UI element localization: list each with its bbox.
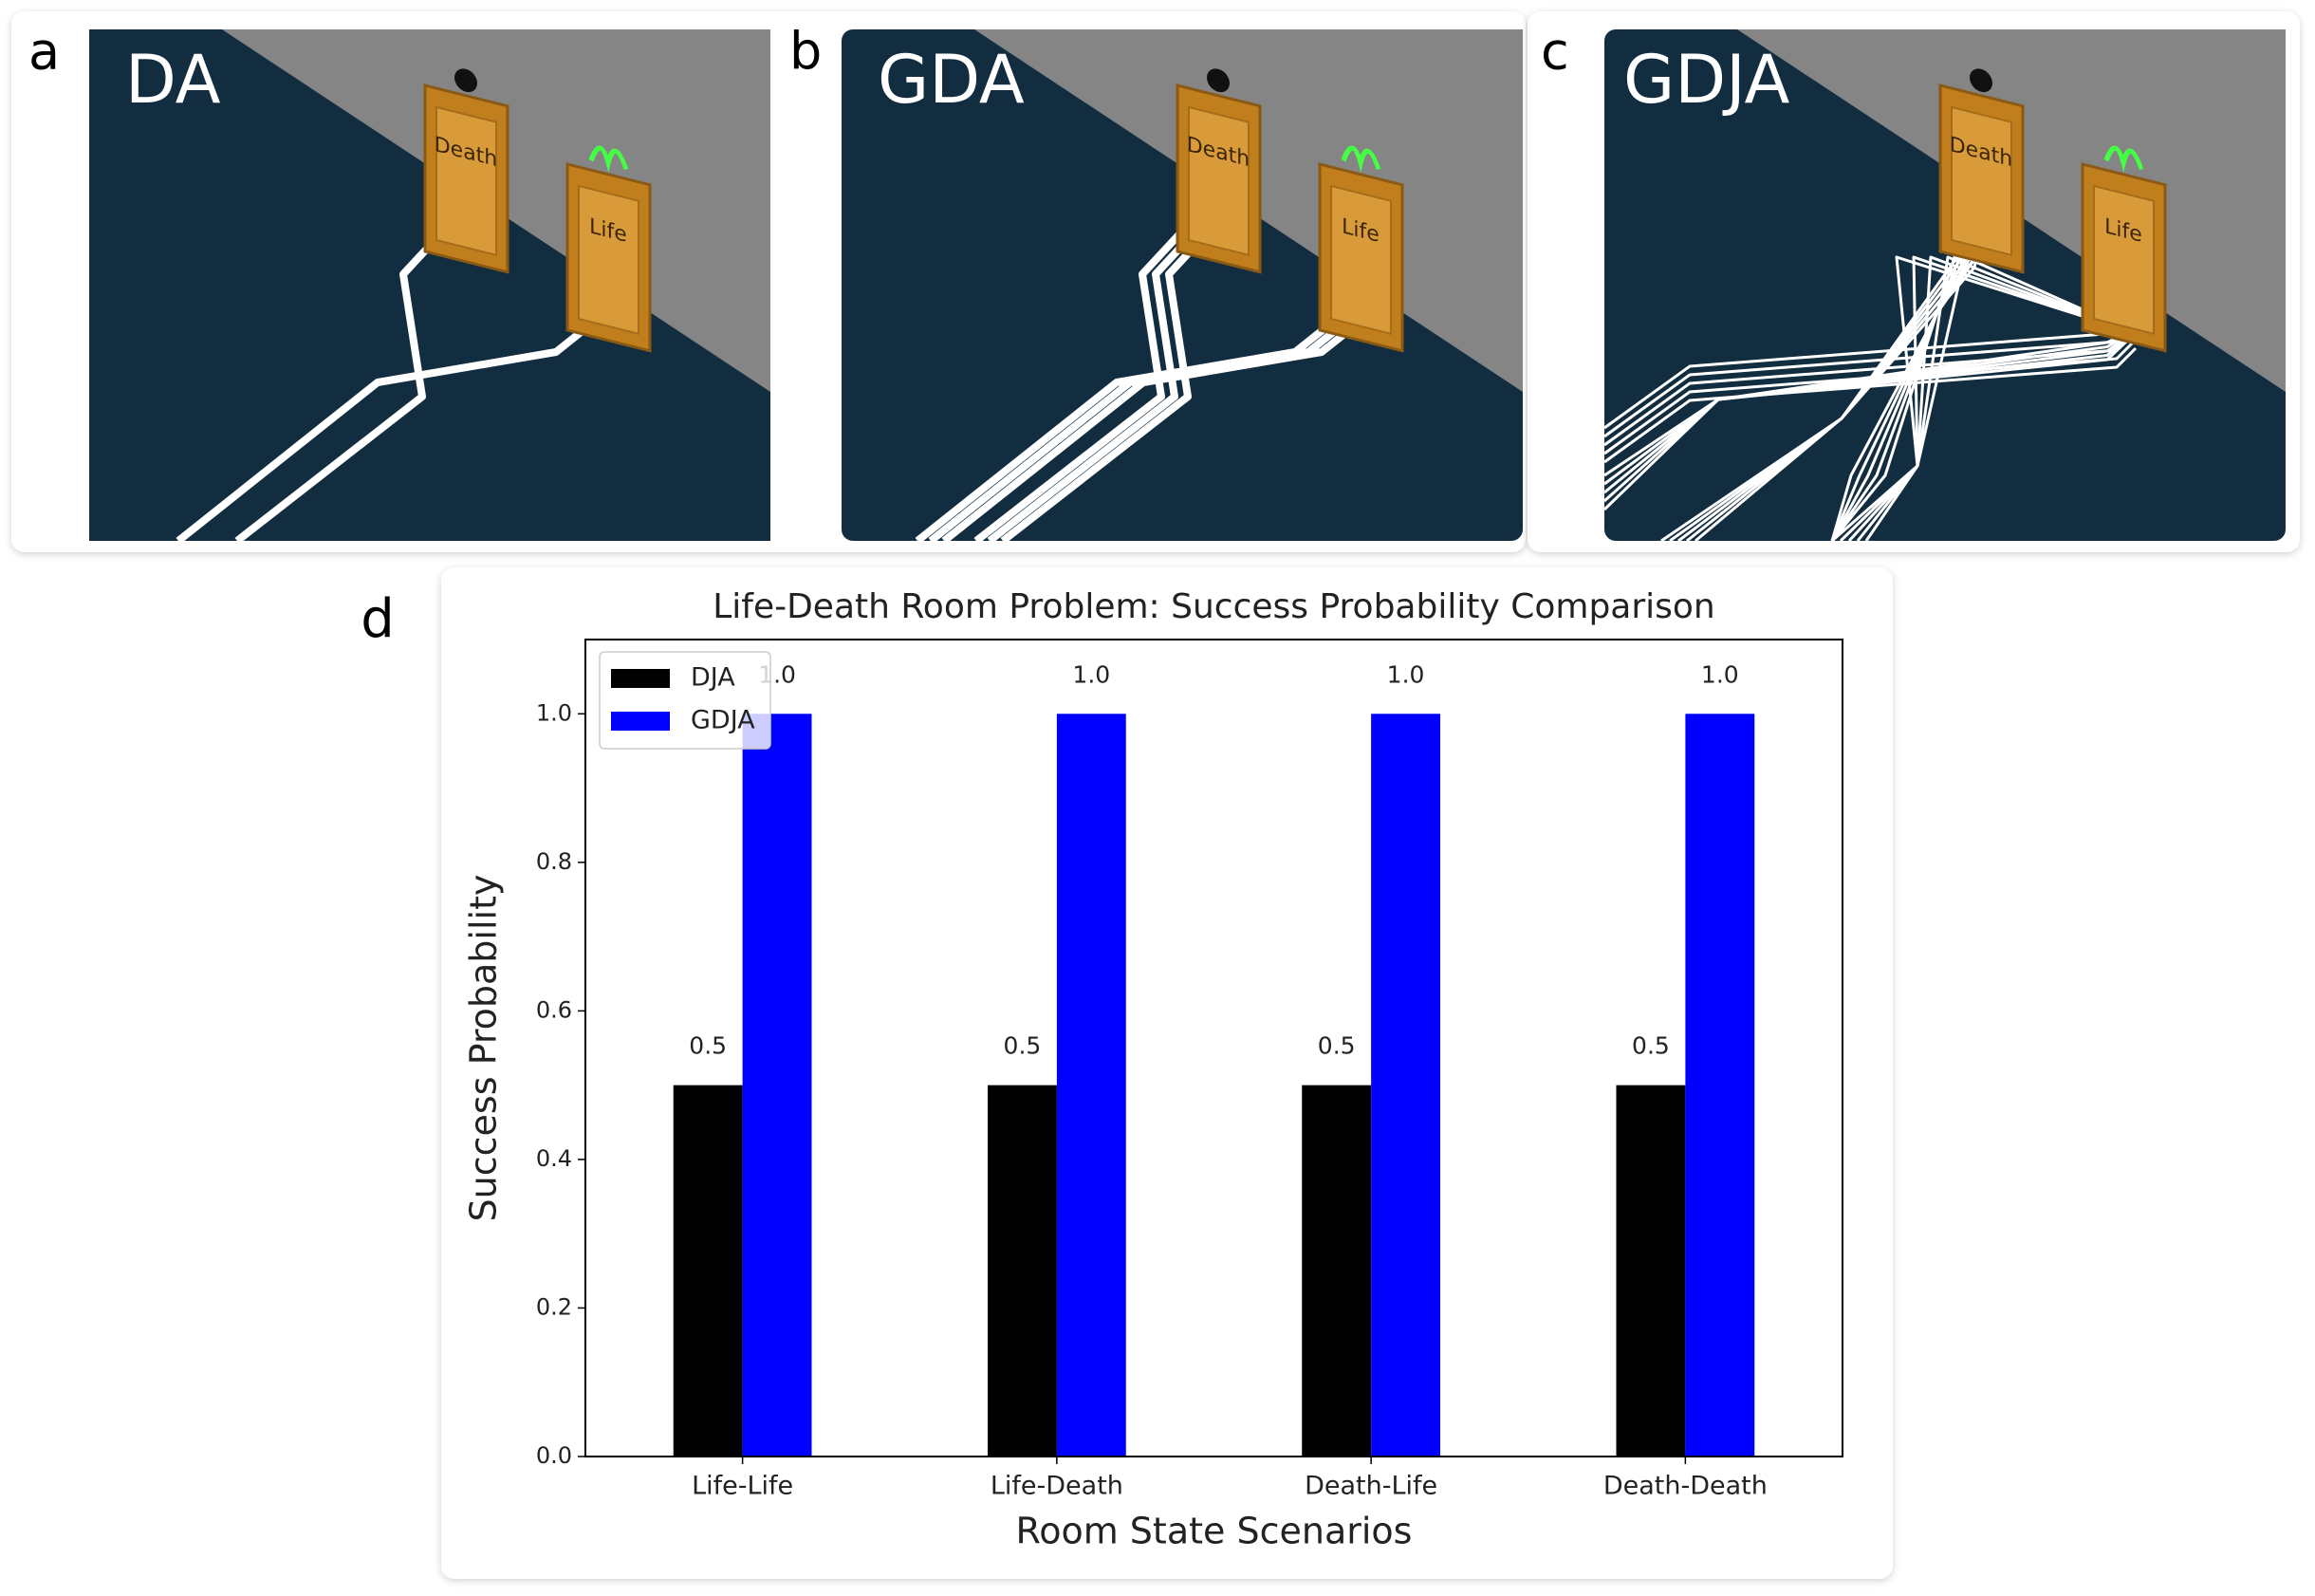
path-line <box>1839 255 2137 543</box>
panel-title: GDA <box>878 41 1025 119</box>
value-label: 1.0 <box>1701 660 1739 688</box>
panel-letter: a <box>28 22 60 82</box>
path-line <box>1603 346 2138 464</box>
skull-icon <box>454 68 477 93</box>
y-tick-label: 0.2 <box>536 1293 572 1320</box>
value-label: 0.5 <box>1632 1032 1670 1060</box>
door: Death <box>1938 68 2025 274</box>
door-panel <box>1951 105 2012 256</box>
panel: Death Life GDA <box>842 29 1523 545</box>
panel: Death Life GDJA <box>1602 29 2286 543</box>
panel-letter: b <box>789 22 822 82</box>
bar <box>1685 714 1755 1457</box>
panel-letter: c <box>1541 22 1569 82</box>
x-tick-label: Life-Life <box>692 1472 793 1501</box>
panel-letter: d <box>361 588 395 650</box>
door: Death <box>423 68 509 274</box>
plot-frame <box>584 639 1843 1457</box>
path-line <box>973 219 1194 545</box>
y-tick-label: 0.8 <box>536 848 572 875</box>
panels: Death Life DA a Death Life GDA b Death Life GDJA c <box>28 22 2286 545</box>
door: Life <box>2081 145 2167 353</box>
door: Life <box>565 145 652 353</box>
path-line <box>1830 223 1975 542</box>
path-line <box>1847 255 2137 543</box>
door-panel <box>435 105 497 256</box>
value-label: 0.5 <box>1004 1032 1042 1060</box>
value-label: 0.5 <box>689 1032 727 1060</box>
path-line <box>1830 223 1992 542</box>
legend-label: GDJA <box>691 706 755 735</box>
path-line <box>1856 255 2137 542</box>
path-line <box>1864 255 2137 542</box>
door: Life <box>1318 145 1404 353</box>
panel-title: GDJA <box>1623 41 1790 119</box>
skull-icon <box>1207 68 1230 93</box>
legend-label: DJA <box>691 663 735 693</box>
path-line <box>1831 255 2137 543</box>
y-tick-label: 0.4 <box>536 1145 572 1172</box>
plant-icon <box>588 145 629 173</box>
bar <box>1056 714 1126 1457</box>
x-tick-label: Death-Death <box>1603 1472 1768 1501</box>
bar <box>1616 1085 1686 1457</box>
door-panel <box>1188 105 1250 256</box>
value-label: 1.0 <box>1072 660 1110 688</box>
path-line <box>1830 223 1984 542</box>
door-panel <box>578 184 639 335</box>
legend: DJA GDJA <box>599 651 771 750</box>
chart-title: Life-Death Room Problem: Success Probabi… <box>713 587 1715 626</box>
door: Death <box>1176 68 1262 274</box>
skull-icon <box>1970 68 1992 93</box>
y-axis-label: Success Probability <box>463 875 505 1222</box>
bar <box>988 1085 1057 1457</box>
value-label: 1.0 <box>1387 660 1425 688</box>
legend-swatch <box>611 712 670 731</box>
path-line <box>1603 338 2138 455</box>
legend-swatch <box>611 669 670 688</box>
panel-title: DA <box>125 41 221 119</box>
bar <box>742 714 812 1457</box>
x-axis-label: Room State Scenarios <box>1016 1511 1413 1552</box>
door-panel <box>2093 184 2155 335</box>
y-tick-label: 0.6 <box>536 996 572 1023</box>
bar <box>673 1085 743 1457</box>
value-label: 0.5 <box>1318 1032 1356 1060</box>
plant-icon <box>1341 145 1381 173</box>
y-tick-label: 1.0 <box>536 699 572 726</box>
y-tick-label: 0.0 <box>536 1442 572 1469</box>
x-tick-label: Life-Death <box>991 1472 1123 1501</box>
plant-icon <box>2103 145 2144 173</box>
bar <box>1302 1085 1372 1457</box>
chart: d Life-Death Room Problem: Success Probab… <box>361 587 1843 1552</box>
x-tick-label: Death-Life <box>1305 1472 1437 1501</box>
door-panel <box>1330 184 1392 335</box>
path-line <box>1830 223 2001 542</box>
bar <box>1371 714 1440 1457</box>
panel: Death Life DA <box>89 29 770 545</box>
